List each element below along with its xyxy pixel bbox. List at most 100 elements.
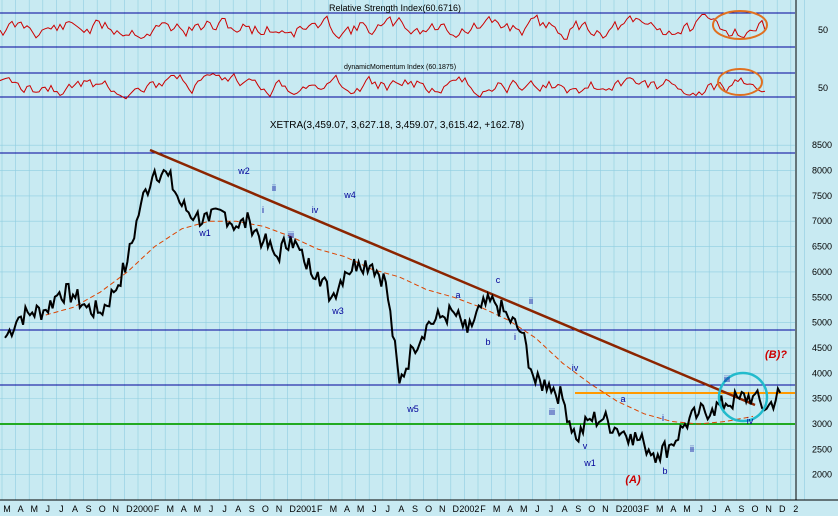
x-tick-label: A (18, 504, 24, 514)
x-tick-label: M (520, 504, 528, 514)
y-tick-label: 7500 (812, 191, 832, 201)
x-tick-label: M (656, 504, 664, 514)
x-tick-label: D (453, 504, 460, 514)
wave-label: ii (272, 183, 276, 193)
rsi-series-line (0, 13, 766, 40)
wave-label: v (583, 441, 588, 451)
x-tick-label: F (317, 504, 323, 514)
wave-label: ii (529, 296, 533, 306)
x-tick-label: O (751, 504, 758, 514)
x-tick-label: M (330, 504, 338, 514)
wave-label: iii (549, 407, 555, 417)
y-tick-label: 5500 (812, 292, 832, 302)
x-tick-label: J (698, 504, 703, 514)
x-tick-label: N (276, 504, 283, 514)
x-tick-label: O (588, 504, 595, 514)
price-panel: XETRA(3,459.07, 3,627.18, 3,459.07, 3,61… (0, 120, 832, 486)
x-tick-label: N (602, 504, 609, 514)
wave-label: a (455, 290, 460, 300)
price-series-line (4, 166, 782, 465)
x-tick-label: S (249, 504, 255, 514)
x-tick-label: J (59, 504, 64, 514)
x-tick-label: D (289, 504, 296, 514)
x-tick-label: J (222, 504, 227, 514)
x-tick-label: S (575, 504, 581, 514)
highlight-circle (717, 371, 769, 423)
wave-label: iv (572, 363, 579, 373)
x-tick-label: A (344, 504, 350, 514)
x-tick-label: N (439, 504, 446, 514)
wave-label: w1 (583, 458, 596, 468)
wave-label: b (662, 466, 667, 476)
moving-average-line (45, 220, 754, 425)
wave-label: ii (690, 444, 694, 454)
y-tick-label: 8000 (812, 166, 832, 176)
wave-annotations: w1w2iiiiiiivw3w4w5abciiiiiiivvw1aiiibiii… (198, 166, 787, 486)
x-tick-label: D (779, 504, 786, 514)
wave-label: w1 (198, 228, 211, 238)
y-tick-label: 3000 (812, 419, 832, 429)
x-tick-label: J (535, 504, 540, 514)
dmi-panel: dynamicMomentum Index (60.1875) 50 (0, 64, 828, 100)
wave-label: i (662, 413, 664, 423)
wave-label: (A) (625, 474, 641, 486)
rsi-panel: Relative Strength Index(60.6716) 50 (0, 3, 828, 48)
x-tick-label: J (386, 504, 391, 514)
wave-label: iv (312, 205, 319, 215)
x-tick-label: M (683, 504, 691, 514)
x-tick-label: O (99, 504, 106, 514)
x-tick-label: J (712, 504, 717, 514)
dmi-highlight-circle (717, 68, 763, 96)
x-tick-label: A (235, 504, 241, 514)
dmi-series-line (0, 73, 766, 100)
y-tick-label: 7000 (812, 216, 832, 226)
x-tick-label: S (412, 504, 418, 514)
wave-label: a (620, 394, 625, 404)
x-tick-label: F (154, 504, 160, 514)
dmi-tick-50: 50 (818, 83, 828, 93)
x-tick-label: F (480, 504, 486, 514)
x-tick-label: 2000 (133, 504, 153, 514)
x-tick-label: O (425, 504, 432, 514)
x-tick-label: D (126, 504, 133, 514)
x-tick-label: 2 (793, 504, 798, 514)
x-tick-label: A (725, 504, 731, 514)
y-tick-label: 4500 (812, 343, 832, 353)
x-tick-label: M (30, 504, 38, 514)
rsi-highlight-circle (712, 10, 768, 40)
x-tick-label: A (670, 504, 676, 514)
wave-label: i (262, 205, 264, 215)
wave-label: b (485, 337, 490, 347)
x-tick-label: N (113, 504, 120, 514)
x-tick-label: J (549, 504, 554, 514)
x-tick-label: S (86, 504, 92, 514)
rsi-tick-50: 50 (818, 25, 828, 35)
x-tick-label: A (398, 504, 404, 514)
wave-label: w3 (331, 306, 344, 316)
x-tick-label: O (262, 504, 269, 514)
wave-label: w2 (237, 166, 250, 176)
wave-label: iii (288, 230, 294, 240)
y-tick-label: 3500 (812, 394, 832, 404)
dmi-title: dynamicMomentum Index (60.1875) (344, 64, 456, 71)
wave-label: iii (724, 374, 730, 384)
x-tick-label: N (765, 504, 772, 514)
wave-label: i (514, 332, 516, 342)
x-tick-label: A (562, 504, 568, 514)
x-axis: M A M J J A S O N D 2000 F M A M J J A S O N D 2001 F M A M J J A S O N D… (0, 499, 838, 514)
x-tick-label: D (616, 504, 623, 514)
x-tick-label: M (3, 504, 11, 514)
y-axis-ticks: 2000 2500 3000 3500 4000 4500 5000 5500 6000 6500… (812, 140, 832, 479)
x-tick-label: J (372, 504, 377, 514)
x-tick-label: 2001 (296, 504, 316, 514)
rsi-title: Relative Strength Index(60.6716) (329, 3, 461, 13)
x-tick-label: M (493, 504, 501, 514)
x-tick-label: 2002 (459, 504, 479, 514)
downtrend-line (149, 148, 756, 407)
x-tick-label: A (72, 504, 78, 514)
x-tick-label: M (357, 504, 365, 514)
x-tick-label: A (181, 504, 187, 514)
grid-lines (0, 0, 805, 500)
